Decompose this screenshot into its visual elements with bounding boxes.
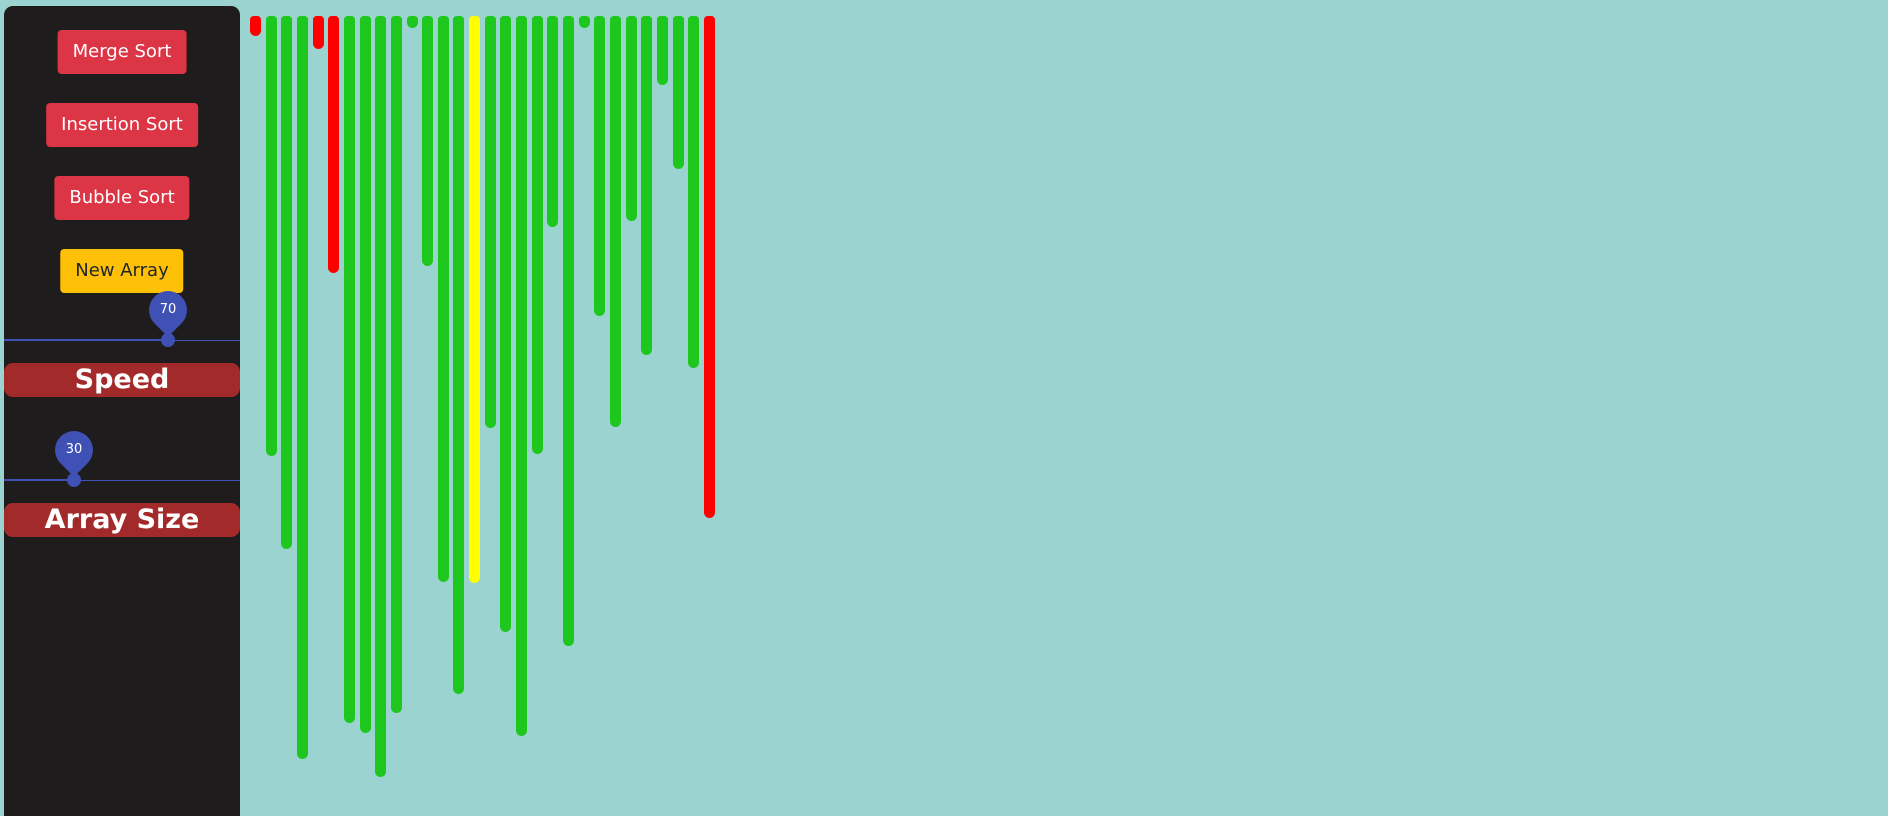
speed-caption: Speed — [4, 363, 240, 397]
array-bars-area — [250, 16, 1880, 801]
array-bar — [688, 16, 699, 368]
array-bar — [532, 16, 543, 454]
array-bar — [626, 16, 637, 221]
array-bar — [360, 16, 371, 733]
array-bar — [469, 16, 480, 583]
speed-value: 70 — [159, 302, 177, 317]
array-bar — [610, 16, 621, 427]
array-bar — [281, 16, 292, 549]
bubble-sort-button[interactable]: Bubble Sort — [54, 176, 190, 220]
array-bar — [313, 16, 324, 49]
array-bar — [485, 16, 496, 428]
array-bar — [328, 16, 339, 273]
array-bar — [266, 16, 277, 456]
array-size-slider[interactable]: 30 — [4, 423, 240, 487]
control-sidebar: Merge Sort Insertion Sort Bubble Sort Ne… — [4, 6, 240, 816]
array-size-value-label: 30 — [47, 423, 101, 477]
insertion-sort-button[interactable]: Insertion Sort — [46, 103, 198, 147]
speed-slider-track-active — [4, 339, 168, 341]
array-bar — [641, 16, 652, 355]
array-bar — [704, 16, 715, 518]
array-bar — [438, 16, 449, 582]
array-bar — [375, 16, 386, 777]
array-bar — [547, 16, 558, 227]
array-size-slider-track[interactable] — [4, 480, 240, 481]
array-size-slider-thumb[interactable] — [67, 473, 81, 487]
array-size-value: 30 — [65, 442, 83, 457]
array-size-caption: Array Size — [4, 503, 240, 537]
merge-sort-button[interactable]: Merge Sort — [57, 30, 187, 74]
speed-slider[interactable]: 70 — [4, 283, 240, 347]
speed-slider-thumb[interactable] — [161, 333, 175, 347]
array-bar — [579, 16, 590, 28]
array-bar — [422, 16, 433, 266]
array-bar — [500, 16, 511, 632]
new-array-button[interactable]: New Array — [60, 249, 184, 293]
array-bar — [673, 16, 684, 169]
array-bar — [453, 16, 464, 694]
array-bar — [594, 16, 605, 316]
array-size-slider-track-active — [4, 479, 74, 481]
array-bar — [344, 16, 355, 723]
array-bar — [391, 16, 402, 713]
array-bar — [407, 16, 418, 28]
array-bar — [250, 16, 261, 36]
array-bar — [563, 16, 574, 646]
array-bar — [516, 16, 527, 736]
array-bar — [297, 16, 308, 759]
array-bar — [657, 16, 668, 85]
speed-value-label: 70 — [141, 283, 195, 337]
